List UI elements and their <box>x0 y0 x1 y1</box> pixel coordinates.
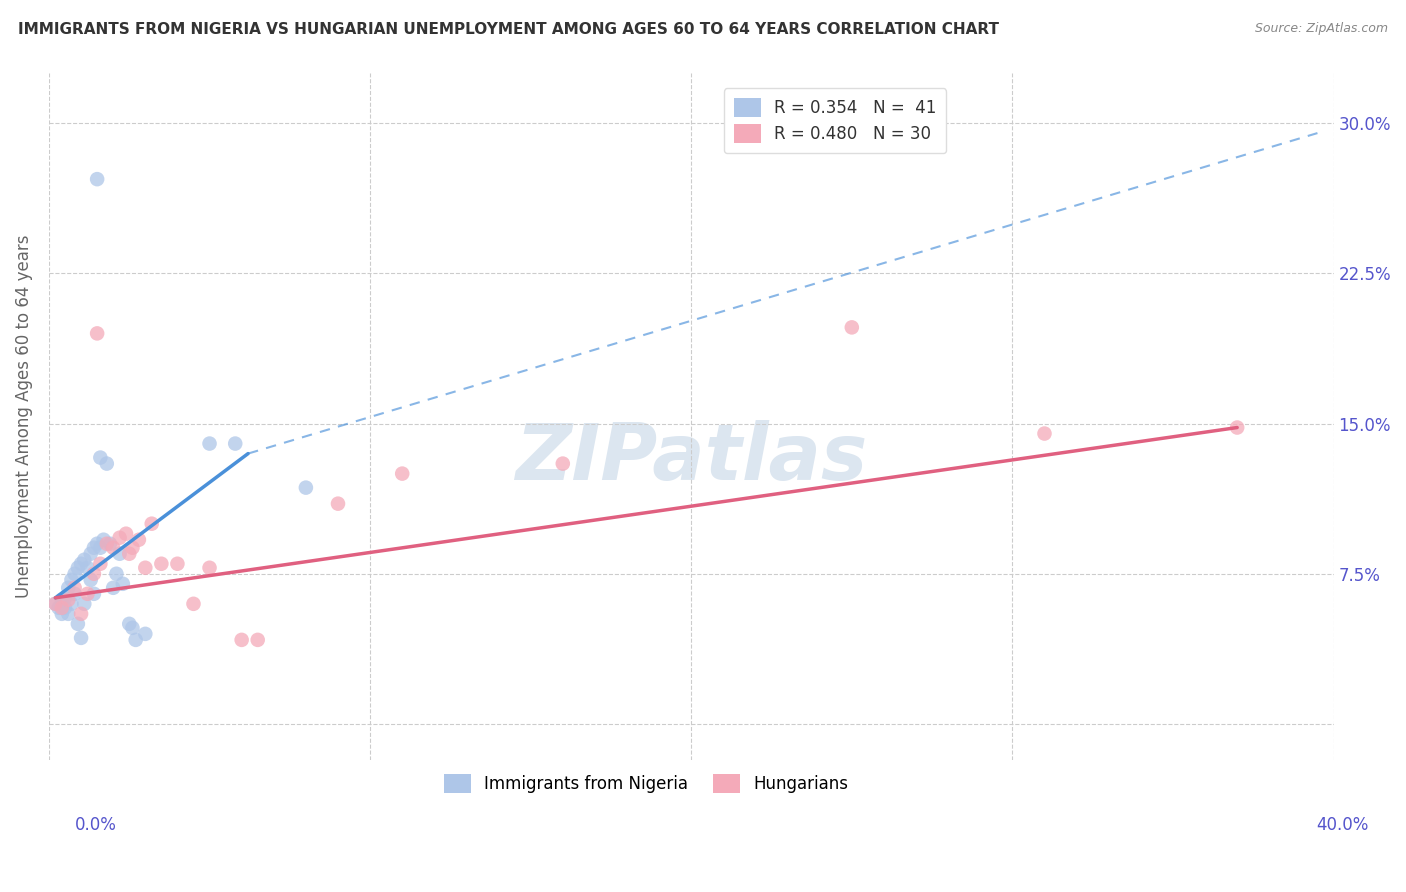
Point <box>551 457 574 471</box>
Text: ZIPatlas: ZIPatlas <box>515 420 868 496</box>
Point <box>58 581 80 595</box>
Point <box>108 531 131 545</box>
Point <box>48 600 70 615</box>
Y-axis label: Unemployment Among Ages 60 to 64 years: Unemployment Among Ages 60 to 64 years <box>15 235 32 599</box>
Point <box>166 557 188 571</box>
Point <box>70 557 93 571</box>
Point <box>63 581 86 595</box>
Point <box>44 597 66 611</box>
Point <box>134 561 156 575</box>
Point <box>326 497 349 511</box>
Point <box>63 587 86 601</box>
Point <box>66 561 89 575</box>
Point <box>44 597 66 611</box>
Point <box>150 557 173 571</box>
Point <box>124 632 146 647</box>
Point <box>53 591 76 605</box>
Point <box>118 616 141 631</box>
Point <box>51 592 73 607</box>
Point <box>51 607 73 621</box>
Point <box>70 607 93 621</box>
Point <box>66 616 89 631</box>
Point <box>111 576 134 591</box>
Point <box>89 450 111 465</box>
Point <box>96 537 118 551</box>
Text: IMMIGRANTS FROM NIGERIA VS HUNGARIAN UNEMPLOYMENT AMONG AGES 60 TO 64 YEARS CORR: IMMIGRANTS FROM NIGERIA VS HUNGARIAN UNE… <box>18 22 1000 37</box>
Point <box>1226 420 1249 434</box>
Point <box>231 632 253 647</box>
Text: 40.0%: 40.0% <box>1316 816 1369 834</box>
Point <box>60 597 83 611</box>
Point <box>86 537 108 551</box>
Point <box>60 573 83 587</box>
Point <box>80 547 103 561</box>
Point <box>86 172 108 186</box>
Point <box>73 597 96 611</box>
Point <box>841 320 863 334</box>
Point <box>86 326 108 341</box>
Point <box>1033 426 1056 441</box>
Point <box>83 566 105 581</box>
Point <box>121 621 143 635</box>
Point <box>128 533 150 547</box>
Point <box>103 581 125 595</box>
Point <box>73 553 96 567</box>
Point <box>103 541 125 555</box>
Point <box>96 457 118 471</box>
Point <box>183 597 205 611</box>
Point <box>198 436 221 450</box>
Point <box>83 587 105 601</box>
Point <box>98 537 121 551</box>
Point <box>70 631 93 645</box>
Point <box>246 632 269 647</box>
Point <box>141 516 163 531</box>
Point <box>198 561 221 575</box>
Point <box>108 547 131 561</box>
Point <box>58 592 80 607</box>
Text: 0.0%: 0.0% <box>75 816 117 834</box>
Point <box>76 561 98 575</box>
Point <box>83 541 105 555</box>
Point <box>118 547 141 561</box>
Point <box>76 587 98 601</box>
Point <box>89 541 111 555</box>
Point <box>295 481 318 495</box>
Text: Source: ZipAtlas.com: Source: ZipAtlas.com <box>1254 22 1388 36</box>
Point <box>224 436 246 450</box>
Point <box>121 541 143 555</box>
Point <box>93 533 115 547</box>
Point <box>134 627 156 641</box>
Point <box>63 566 86 581</box>
Legend: Immigrants from Nigeria, Hungarians: Immigrants from Nigeria, Hungarians <box>436 765 856 801</box>
Point <box>58 607 80 621</box>
Point <box>53 600 76 615</box>
Point <box>51 600 73 615</box>
Point <box>391 467 413 481</box>
Point <box>80 573 103 587</box>
Point <box>89 557 111 571</box>
Point <box>115 526 138 541</box>
Point <box>105 566 128 581</box>
